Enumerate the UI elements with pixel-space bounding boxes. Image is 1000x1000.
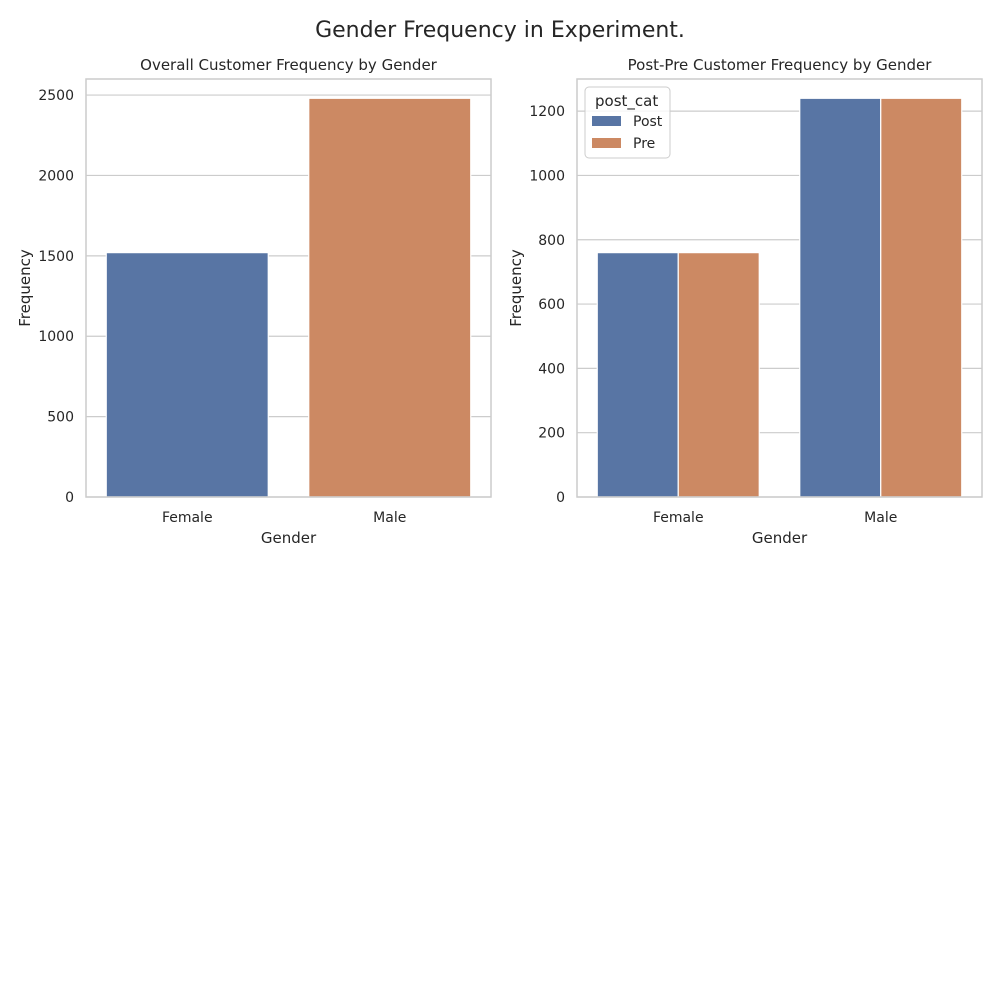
x-axis-label: Gender: [752, 529, 808, 547]
x-tick-label: Female: [653, 510, 704, 526]
legend-swatch-post: [592, 116, 621, 126]
y-tick-label: 600: [538, 297, 565, 313]
legend: post_cat Post Pre: [584, 86, 671, 159]
y-tick-label: 400: [538, 361, 565, 377]
legend-title: post_cat: [595, 92, 658, 111]
y-tick-label: 1000: [38, 329, 74, 345]
x-axis-label: Gender: [261, 529, 317, 547]
chart-overall: 0 500 1000 1500 2000 2500 Female Male Overall Cu…: [16, 56, 492, 547]
y-tick-label: 0: [65, 490, 74, 506]
legend-label-pre: Pre: [633, 136, 655, 152]
chart-title: Post-Pre Customer Frequency by Gender: [628, 56, 933, 74]
y-tick-label: 1000: [529, 168, 565, 184]
y-tick-label: 2000: [38, 168, 74, 184]
legend-swatch-pre: [592, 138, 621, 148]
x-tick-label: Male: [373, 510, 406, 526]
y-tick-label: 0: [556, 490, 565, 506]
y-tick-label: 1200: [529, 104, 565, 120]
y-axis-label: Frequency: [16, 249, 34, 327]
y-axis-label: Frequency: [507, 249, 525, 327]
y-tick-label: 200: [538, 426, 565, 442]
bar-pre-male: [880, 97, 963, 498]
y-tick-label: 1500: [38, 249, 74, 265]
bar-post-female: [596, 252, 679, 498]
plot-frame: [85, 78, 492, 498]
bar-post-male: [799, 97, 882, 498]
chart-post-pre: 0 200 400 600 800 1000 1200 Female Male Post-Pre …: [507, 56, 983, 547]
bar-pre-female: [677, 252, 760, 498]
bar-male: [308, 97, 472, 498]
x-tick-label: Male: [864, 510, 897, 526]
x-tick-label: Female: [162, 510, 213, 526]
legend-label-post: Post: [633, 114, 663, 130]
plot-frame: [576, 78, 983, 498]
chart-title: Overall Customer Frequency by Gender: [140, 56, 438, 74]
y-tick-label: 800: [538, 233, 565, 249]
bar-female: [105, 252, 269, 498]
figure-title: Gender Frequency in Experiment.: [315, 18, 685, 43]
y-tick-label: 500: [47, 410, 74, 426]
y-tick-label: 2500: [38, 88, 74, 104]
